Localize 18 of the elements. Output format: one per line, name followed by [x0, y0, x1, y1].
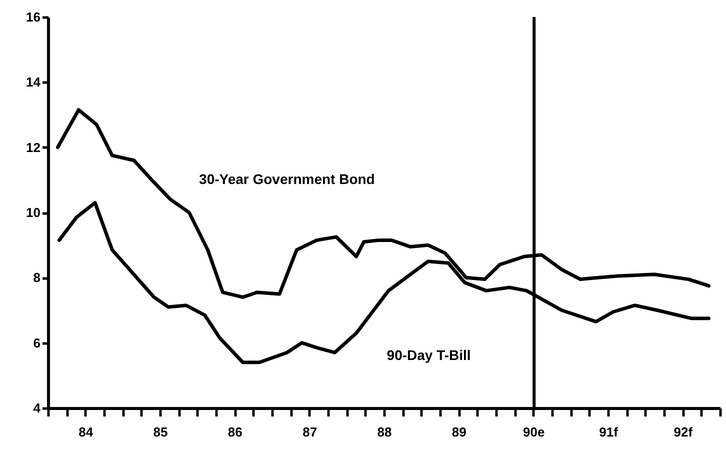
y-tick-label: 4: [33, 400, 42, 416]
y-tick-label: 12: [26, 140, 40, 155]
x-tick-label: 86: [228, 424, 242, 440]
y-tick-label: 16: [26, 10, 40, 24]
y-tick-label: 8: [33, 270, 40, 286]
x-tick-label: 90e: [522, 424, 545, 440]
y-tick-label: 14: [26, 74, 42, 90]
x-tick-label: 88: [377, 424, 392, 440]
x-tick-label: 87: [302, 424, 318, 440]
series-label: 30-Year Government Bond: [199, 170, 375, 187]
x-tick-label: 84: [78, 424, 94, 440]
x-tick-label: 92f: [674, 424, 694, 440]
x-tick-label: 85: [153, 424, 168, 440]
y-tick-label: 6: [33, 335, 40, 350]
x-tick-label: 91f: [599, 424, 619, 440]
y-tick-label: 10: [26, 205, 40, 220]
text: 90-Day T-Bill: [386, 346, 471, 363]
x-tick-label: 89: [452, 424, 466, 440]
